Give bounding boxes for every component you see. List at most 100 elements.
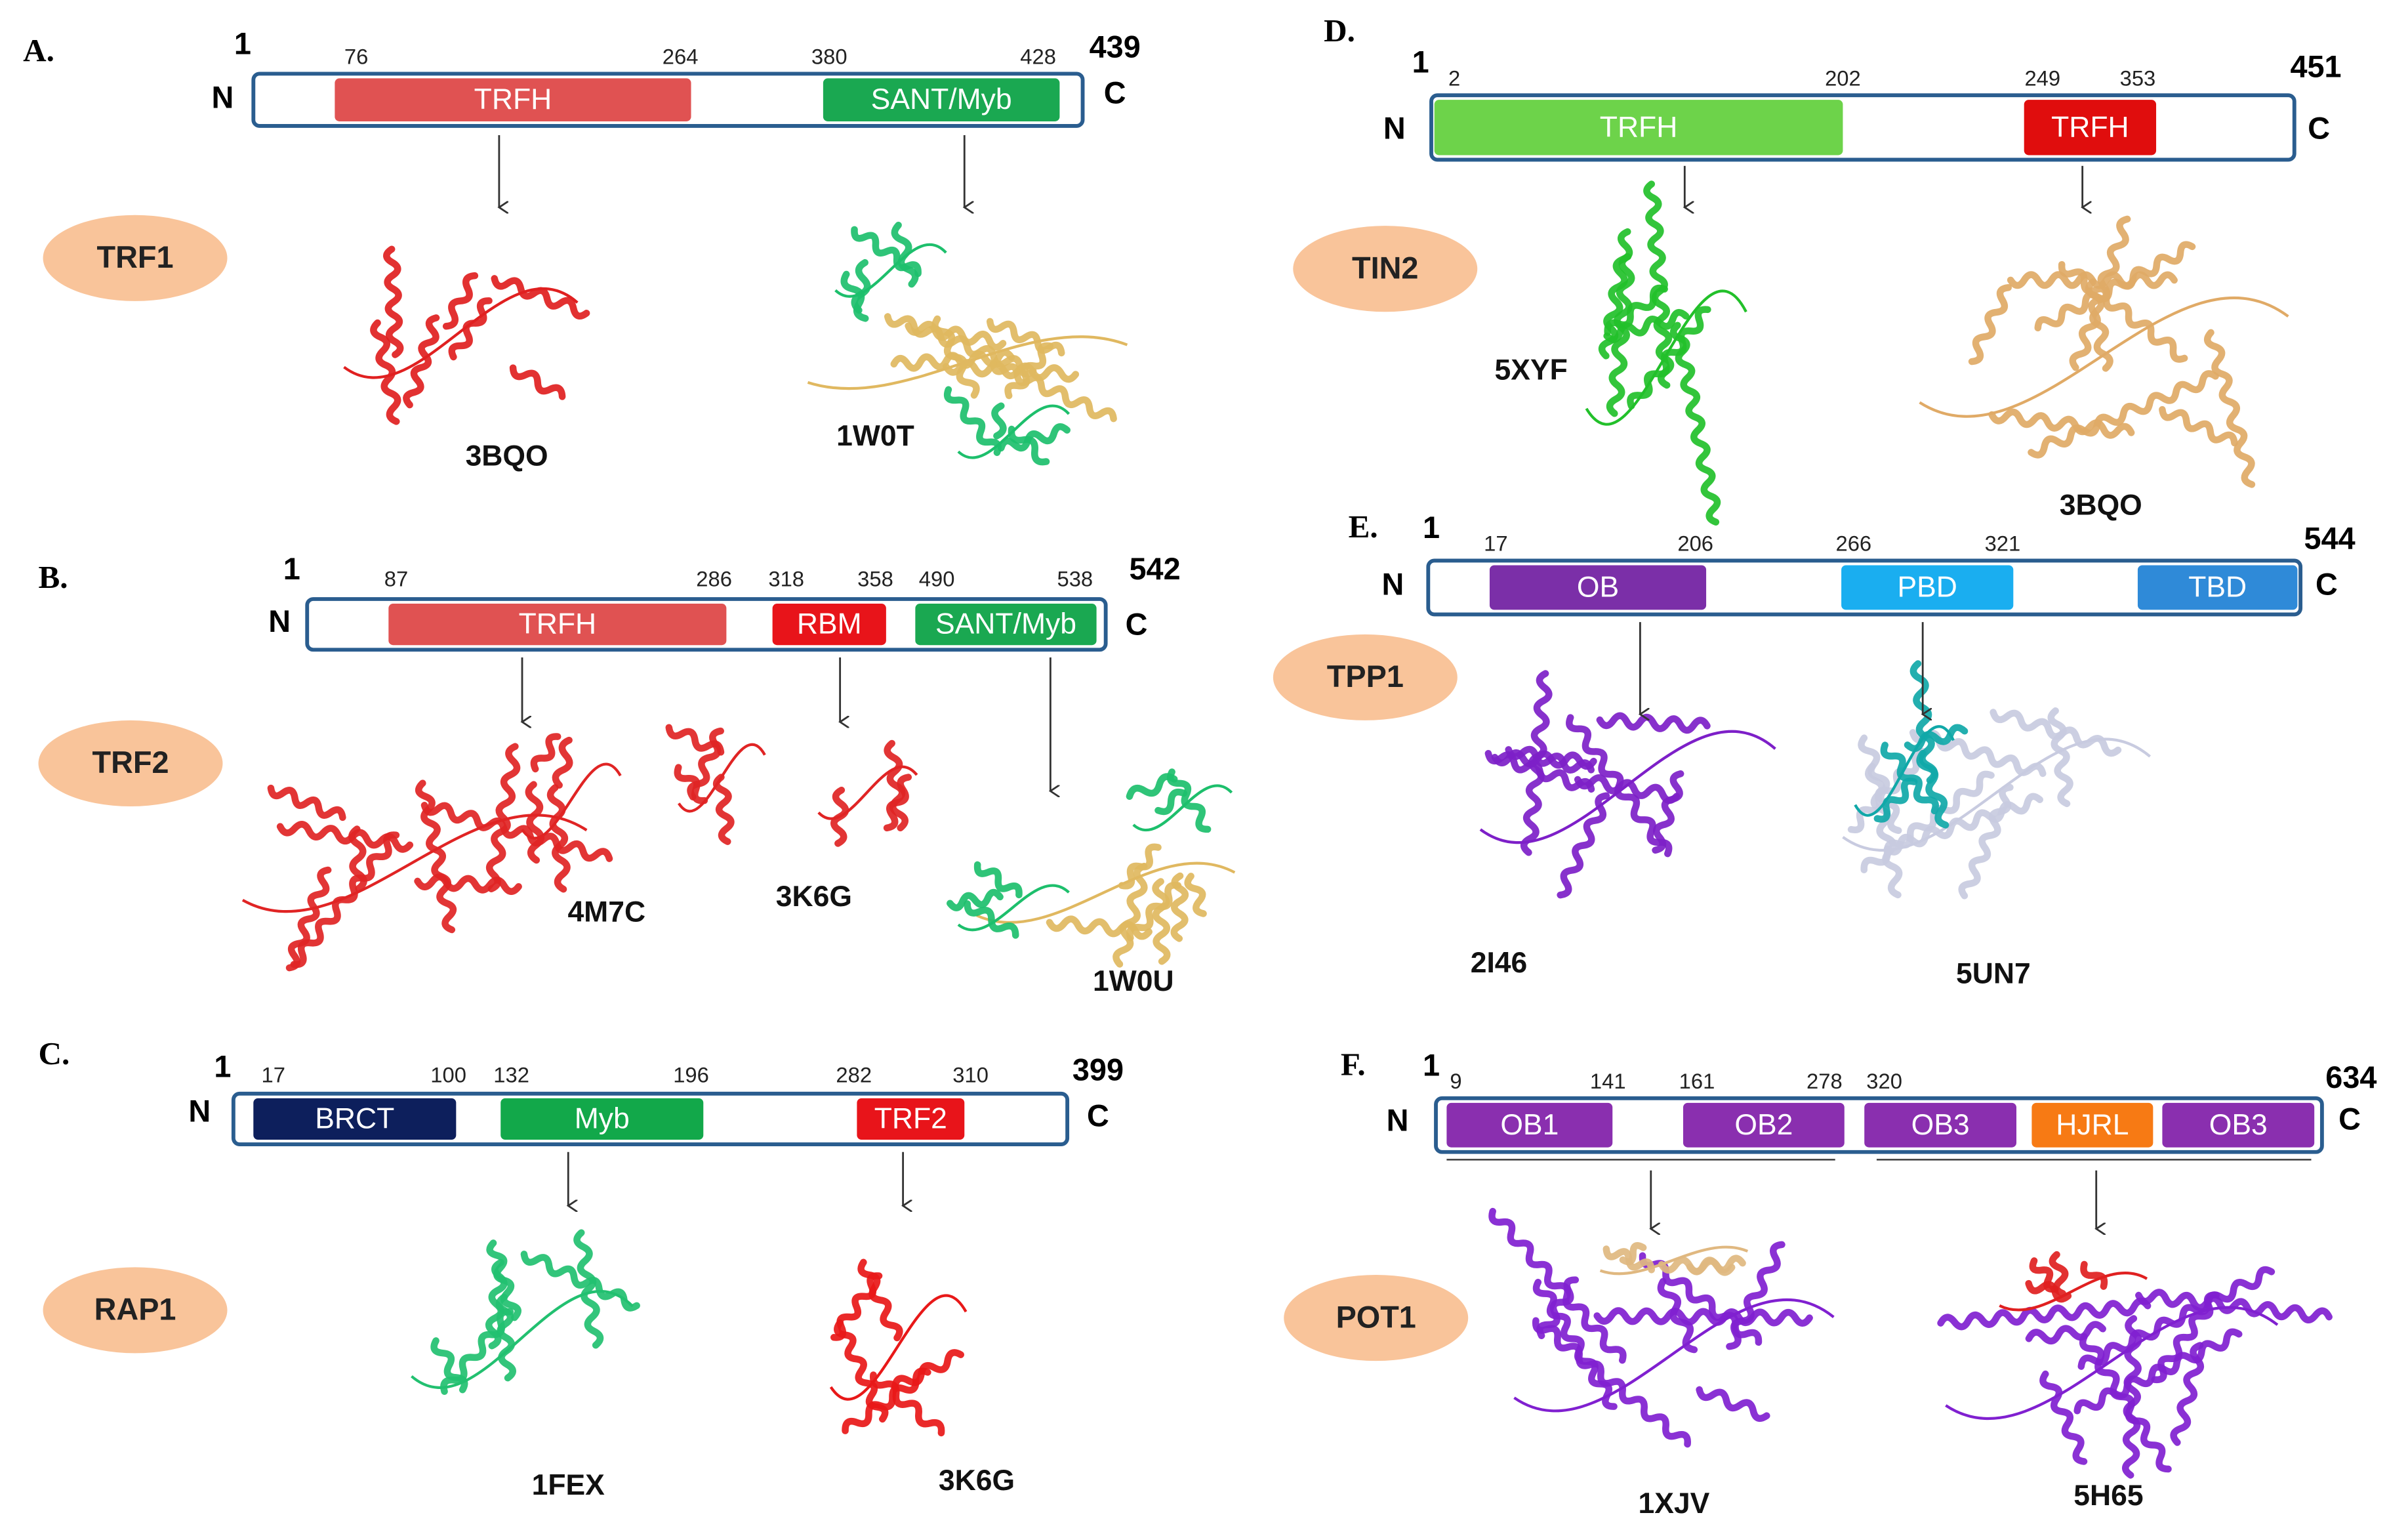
- end-position: 399: [1072, 1052, 1124, 1087]
- helix: [1858, 734, 1902, 835]
- helix: [1696, 1386, 1770, 1422]
- helix: [2025, 1279, 2072, 1303]
- domain: [388, 604, 727, 646]
- residue-number: 161: [1679, 1069, 1715, 1093]
- loop: [343, 287, 579, 379]
- domain-label: TRF2: [874, 1103, 947, 1135]
- helix: [1596, 712, 1711, 734]
- helix: [1488, 1207, 1627, 1364]
- helix: [1873, 778, 1918, 823]
- helix: [1606, 253, 1635, 417]
- pdb-id: 3K6G: [939, 1464, 1015, 1497]
- pdb-id: 3K6G: [776, 881, 852, 913]
- helix: [1505, 745, 1595, 774]
- loop: [976, 861, 1236, 924]
- domain: [1864, 1102, 2016, 1148]
- loop: [1132, 784, 1233, 832]
- domain-label: SANT/Myb: [935, 608, 1076, 640]
- domain: [823, 78, 1060, 121]
- helix: [991, 402, 1007, 440]
- loop: [1854, 725, 1955, 817]
- domain: [857, 1098, 965, 1140]
- domain-label: BRCT: [315, 1103, 394, 1135]
- residue-number: 310: [952, 1063, 989, 1087]
- c-terminus: C: [2308, 111, 2330, 145]
- helix: [1657, 1277, 1698, 1354]
- helix: [1847, 747, 1928, 833]
- helix: [276, 821, 414, 853]
- domain-label: TRFH: [2051, 111, 2129, 143]
- residue-number: 100: [430, 1063, 466, 1087]
- panel-letter: B.: [39, 559, 68, 595]
- residue-number: 17: [262, 1063, 285, 1087]
- residue-number: 282: [836, 1063, 872, 1087]
- n-terminus: N: [1387, 1104, 1409, 1138]
- helix: [891, 221, 919, 288]
- helix: [1118, 843, 1162, 890]
- domain: [500, 1098, 704, 1140]
- helix: [674, 764, 708, 804]
- helix: [2069, 215, 2131, 371]
- helix: [1532, 1317, 1691, 1448]
- helix: [1046, 915, 1153, 940]
- residue-number: 266: [1835, 531, 1871, 556]
- helix: [485, 743, 521, 893]
- helix: [1126, 881, 1182, 942]
- helix: [1937, 1297, 2152, 1331]
- helix: [834, 1319, 889, 1423]
- residue-number: 132: [493, 1063, 529, 1087]
- protein-badge: [43, 215, 228, 301]
- loop: [1999, 1272, 2148, 1312]
- c-terminus: C: [1087, 1099, 1109, 1133]
- helix: [509, 364, 566, 400]
- helix: [2203, 329, 2256, 488]
- helix: [552, 736, 573, 789]
- pdb-id: 3BQO: [2060, 489, 2142, 521]
- helix: [2151, 1291, 2220, 1384]
- start-position: 1: [1412, 45, 1429, 79]
- helix: [1880, 741, 1939, 815]
- panel-letter: C.: [39, 1035, 70, 1071]
- pdb-id: 5H65: [2073, 1480, 2143, 1512]
- helix: [2079, 1333, 2172, 1473]
- end-position: 634: [2325, 1060, 2377, 1094]
- helix: [1126, 773, 1178, 800]
- domain: [1489, 565, 1707, 610]
- domain-label: OB3: [2209, 1109, 2268, 1141]
- helix: [884, 739, 908, 832]
- domain: [2137, 565, 2298, 610]
- helix: [546, 784, 571, 893]
- helix: [870, 1371, 945, 1437]
- helix: [1557, 792, 1610, 899]
- helix: [2058, 260, 2188, 363]
- helix: [1958, 783, 2014, 900]
- residue-number: 9: [1450, 1069, 1461, 1093]
- helix: [931, 315, 980, 399]
- pdb-id: 1W0U: [1093, 965, 1174, 997]
- domain-label: TRFH: [474, 83, 552, 115]
- c-terminus: C: [1126, 608, 1148, 642]
- protein-badge: [1273, 634, 1458, 720]
- residue-number: 538: [1057, 567, 1093, 591]
- n-terminus: N: [188, 1094, 211, 1129]
- helix: [1112, 862, 1148, 968]
- residue-number: 380: [811, 45, 847, 69]
- domain: [2024, 100, 2157, 156]
- helix: [2025, 1321, 2106, 1345]
- domain-label: OB1: [1500, 1109, 1559, 1141]
- pdb-id: 1XJV: [1639, 1487, 1710, 1520]
- helix: [440, 1308, 514, 1395]
- loop: [1585, 289, 1747, 426]
- residue-number: 249: [2024, 66, 2060, 90]
- helix: [2077, 1266, 2275, 1370]
- protein-name: TPP1: [1327, 659, 1404, 694]
- helix: [414, 873, 522, 895]
- domain-label: OB: [1577, 571, 1619, 604]
- loop: [807, 335, 1128, 390]
- helix: [2007, 271, 2178, 289]
- helix: [1643, 180, 1675, 389]
- helix: [383, 245, 404, 358]
- residue-number: 286: [696, 567, 732, 591]
- loop: [678, 743, 766, 813]
- residue-number: 490: [919, 567, 955, 591]
